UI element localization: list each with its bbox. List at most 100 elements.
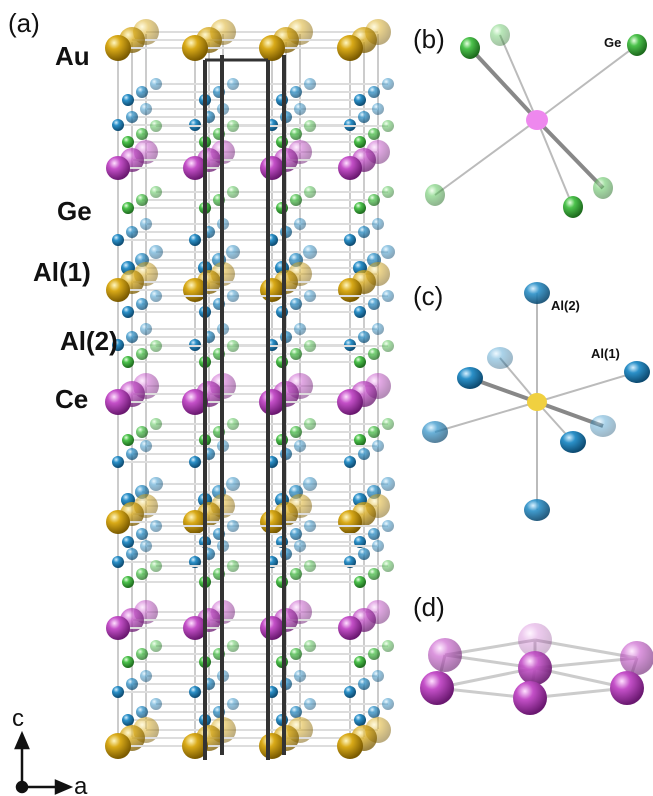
bond xyxy=(500,35,537,120)
atom-sphere xyxy=(590,415,616,437)
atom-sphere xyxy=(189,456,201,468)
atom-sphere xyxy=(140,218,152,230)
atom-sphere xyxy=(563,196,583,218)
structure xyxy=(105,19,395,759)
atom-sphere xyxy=(259,389,285,415)
atom-sphere xyxy=(624,361,650,383)
atom-sphere xyxy=(526,110,548,130)
atom-label: Au xyxy=(55,41,90,71)
atom-sphere xyxy=(227,640,239,652)
atom-sphere xyxy=(122,536,134,548)
atom-sphere xyxy=(227,418,239,430)
atom-sphere xyxy=(354,306,366,318)
atom-sphere xyxy=(260,616,284,640)
panel-label: (d) xyxy=(413,592,445,622)
atom-sphere xyxy=(372,540,384,552)
atom-sphere xyxy=(294,323,306,335)
atom-sphere xyxy=(294,218,306,230)
atom-sphere xyxy=(303,245,317,259)
axis-label: a xyxy=(74,773,88,796)
atom-sphere xyxy=(368,426,380,438)
figure: (a) Au Ge Al(1) Al(2) Ce c a (b) Ge (c) … xyxy=(0,0,653,796)
atom-sphere xyxy=(524,282,550,304)
atom-sphere xyxy=(304,186,316,198)
atom-sphere xyxy=(338,616,362,640)
atom-sphere xyxy=(337,35,363,61)
atom-sphere xyxy=(105,389,131,415)
atom-sphere xyxy=(136,568,148,580)
atom-sphere xyxy=(593,177,613,199)
atom-label: Al(2) xyxy=(551,298,580,313)
atom-sphere xyxy=(304,698,316,710)
atom-sphere xyxy=(227,698,239,710)
atom-sphere xyxy=(150,340,162,352)
atom-sphere xyxy=(354,656,366,668)
atom-sphere xyxy=(290,706,302,718)
atom-sphere xyxy=(457,367,483,389)
atom-sphere xyxy=(126,111,138,123)
atom-sphere xyxy=(294,670,306,682)
atom-sphere xyxy=(354,356,366,368)
atom-sphere xyxy=(304,78,316,90)
atom-sphere xyxy=(610,671,644,705)
atom-label: Al(1) xyxy=(591,346,620,361)
atom-sphere xyxy=(150,520,162,532)
atom-sphere xyxy=(368,648,380,660)
atom-sphere xyxy=(140,440,152,452)
atom-sphere xyxy=(290,426,302,438)
atom-sphere xyxy=(354,136,366,148)
atom-sphere xyxy=(344,234,356,246)
atom-sphere xyxy=(338,156,362,180)
axis-label: c xyxy=(12,705,24,732)
atom-sphere xyxy=(227,78,239,90)
atom-sphere xyxy=(126,448,138,460)
atom-sphere xyxy=(304,640,316,652)
atom-label: Ce xyxy=(55,384,88,414)
atom-sphere xyxy=(358,226,370,238)
atom-sphere xyxy=(487,347,513,369)
atom-sphere xyxy=(304,560,316,572)
atom-sphere xyxy=(354,576,366,588)
bond xyxy=(537,120,603,188)
atom-sphere xyxy=(122,306,134,318)
atom-sphere xyxy=(290,648,302,660)
atom-sphere xyxy=(382,520,394,532)
atom-sphere xyxy=(126,548,138,560)
atom-sphere xyxy=(425,184,445,206)
atom-sphere xyxy=(382,560,394,572)
panel-label: (a) xyxy=(8,8,40,38)
atom-sphere xyxy=(122,434,134,446)
atom-sphere xyxy=(382,186,394,198)
atom-sphere xyxy=(136,128,148,140)
bond xyxy=(537,45,637,120)
atom-sphere xyxy=(112,686,124,698)
atom-sphere xyxy=(294,540,306,552)
atom-sphere xyxy=(382,290,394,302)
atom-sphere xyxy=(150,640,162,652)
atom-sphere xyxy=(344,686,356,698)
atom-sphere xyxy=(150,290,162,302)
atom-sphere xyxy=(372,440,384,452)
atom-sphere xyxy=(106,510,130,534)
atom-sphere xyxy=(227,120,239,132)
atom-sphere xyxy=(227,290,239,302)
atom-sphere xyxy=(294,103,306,115)
atom-sphere xyxy=(140,540,152,552)
atom-sphere xyxy=(260,278,284,302)
atom-sphere xyxy=(150,560,162,572)
atom-sphere xyxy=(122,202,134,214)
atom-sphere xyxy=(226,477,240,491)
atom-sphere xyxy=(337,389,363,415)
atom-sphere xyxy=(126,226,138,238)
atom-sphere xyxy=(182,35,208,61)
atom-sphere xyxy=(227,340,239,352)
atom-sphere xyxy=(372,218,384,230)
atom-sphere xyxy=(126,331,138,343)
atom-label: Ge xyxy=(604,35,621,50)
atom-sphere xyxy=(304,120,316,132)
atom-sphere xyxy=(358,548,370,560)
atom-sphere xyxy=(428,638,462,672)
atom-sphere xyxy=(382,340,394,352)
atom-sphere xyxy=(122,356,134,368)
atom-sphere xyxy=(136,194,148,206)
